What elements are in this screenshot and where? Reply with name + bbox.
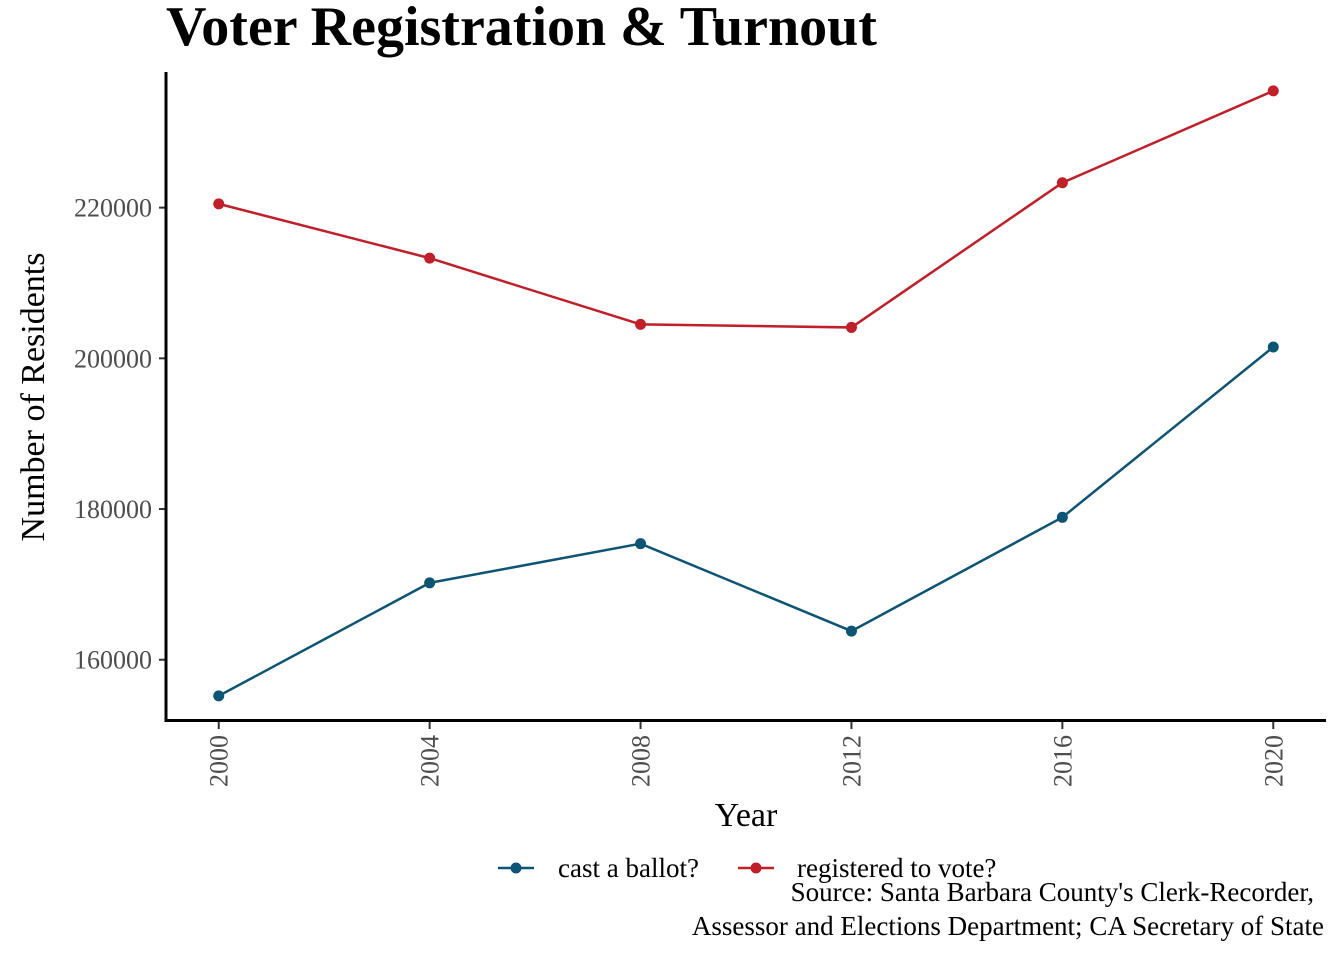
series-line-1 [218,89,1274,329]
x-tick-label: 2004 [416,735,445,787]
x-tick-label: 2020 [1259,735,1288,787]
y-tick-label: 180000 [74,495,152,524]
series-layer [213,85,1279,702]
data-point [845,321,857,333]
source-caption-line-1: Source: Santa Barbara County's Clerk-Rec… [791,877,1314,907]
legend-label: registered to vote? [797,853,996,883]
x-tick-label: 2008 [627,735,656,787]
data-point [1267,85,1279,97]
data-point [845,625,857,637]
data-point [1056,511,1068,523]
x-axis-ticks: 2000 2004 2008 2012 2016 2020 [205,722,1288,787]
x-tick-label: 2016 [1048,735,1077,787]
y-tick-label: 200000 [74,344,152,373]
x-tick-label: 2000 [205,735,234,787]
y-tick-label: 220000 [74,194,152,223]
legend: cast a ballot? registered to vote? [498,853,996,883]
x-tick-label: 2012 [837,735,866,787]
x-axis-title: Year [715,797,778,834]
y-axis-ticks: 160000 180000 200000 220000 [74,194,166,675]
data-point [1267,341,1279,353]
series-line-0 [218,346,1275,697]
y-tick-label: 160000 [74,646,152,675]
data-point [213,690,225,702]
data-point [635,318,647,330]
data-point [1056,177,1068,189]
legend-label: cast a ballot? [558,853,699,883]
y-axis-title: Number of Residents [15,253,52,542]
legend-key-point [510,862,522,874]
data-point [635,538,647,550]
chart-title: Voter Registration & Turnout [166,0,877,58]
data-point [424,577,436,589]
data-point [424,252,436,264]
legend-key-point [750,862,762,874]
source-caption-line-2: Assessor and Elections Department; CA Se… [692,911,1324,941]
data-point [213,198,225,210]
